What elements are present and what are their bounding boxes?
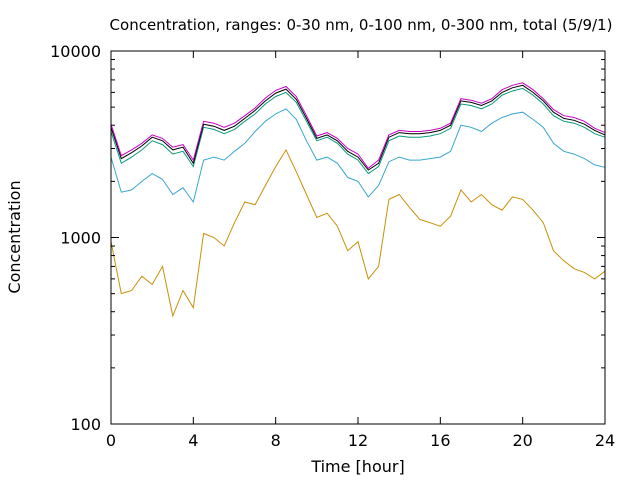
x-tick-label: 4 [188, 431, 198, 450]
x-tick-label: 0 [106, 431, 116, 450]
chart-title: Concentration, ranges: 0-30 nm, 0-100 nm… [110, 16, 613, 34]
y-tick-label: 1000 [60, 229, 101, 248]
series-line-3 [110, 87, 606, 175]
y-axis-ticks: 100 1000 10000 [50, 42, 605, 434]
x-tick-label: 16 [430, 431, 450, 450]
series-line-1 [110, 148, 606, 318]
series-line-2 [110, 108, 606, 204]
plot-frame [110, 50, 606, 425]
y-tick-label: 10000 [50, 42, 101, 61]
series-layer [110, 82, 606, 318]
x-axis-ticks: 0 4 8 12 16 20 24 [106, 51, 615, 450]
series-line-5 [110, 82, 606, 170]
x-tick-label: 12 [348, 431, 368, 450]
x-axis-label: Time [hour] [310, 457, 404, 476]
x-tick-label: 24 [595, 431, 615, 450]
y-tick-label: 100 [70, 415, 101, 434]
series-line-4 [110, 84, 606, 171]
x-tick-label: 20 [512, 431, 532, 450]
x-tick-label: 8 [271, 431, 281, 450]
y-axis-label: Concentration [5, 180, 24, 293]
